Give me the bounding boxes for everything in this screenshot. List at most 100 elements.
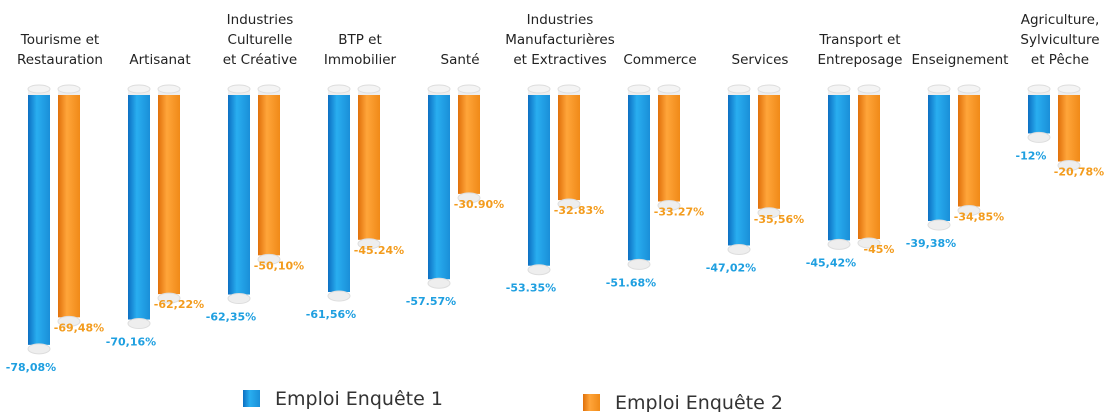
legend-swatch — [583, 394, 600, 411]
bar-base — [357, 238, 381, 250]
value-label: -62,35% — [206, 311, 256, 324]
bar-cap — [227, 84, 251, 94]
bar — [28, 95, 50, 345]
value-label: -69,48% — [54, 321, 104, 334]
value-label: -33.27% — [654, 205, 704, 218]
bar — [228, 95, 250, 295]
value-label: -12% — [1016, 149, 1047, 162]
bar-cap — [327, 84, 351, 94]
x-tick-label: BTP et Immobilier — [323, 32, 397, 68]
bar-base — [327, 290, 351, 302]
bar-base — [527, 264, 551, 276]
bar-cap — [557, 84, 581, 94]
value-label: -78,08% — [6, 361, 56, 374]
legend-label: Emploi Enquête 1 — [275, 388, 443, 410]
bar — [58, 95, 80, 318]
bar-base — [957, 205, 981, 217]
bar-cap — [957, 84, 981, 94]
bar — [858, 95, 880, 239]
x-tick-label: Transport et Entreposage — [817, 32, 903, 68]
value-label: -47,02% — [706, 261, 756, 274]
bar — [658, 95, 680, 202]
bar — [958, 95, 980, 207]
bar-base — [827, 238, 851, 250]
bar-cap — [257, 84, 281, 94]
bar — [758, 95, 780, 209]
bar-base — [1057, 159, 1081, 171]
bar — [428, 95, 450, 280]
bar-base — [127, 318, 151, 330]
bar — [528, 95, 550, 266]
bar-base — [1027, 131, 1051, 143]
value-label: -20,78% — [1054, 165, 1104, 178]
bar-base — [27, 343, 51, 355]
bar — [728, 95, 750, 246]
value-label: -34,85% — [954, 211, 1004, 224]
value-label: -70,16% — [106, 336, 156, 349]
bar-base — [457, 192, 481, 204]
bar-base — [627, 258, 651, 270]
bar-cap — [657, 84, 681, 94]
value-label: -57.57% — [406, 295, 456, 308]
bar-cap — [1057, 84, 1081, 94]
bar-base — [427, 277, 451, 289]
value-label: -61,56% — [306, 308, 356, 321]
bar-base — [157, 292, 181, 304]
bar-cap — [57, 84, 81, 94]
bar-cap — [427, 84, 451, 94]
bar — [458, 95, 480, 194]
bar — [928, 95, 950, 222]
bar — [1058, 95, 1080, 162]
bar-base — [257, 253, 281, 265]
bar-cap — [527, 84, 551, 94]
bar-cap — [757, 84, 781, 94]
x-tick-label: Industries Culturelle et Créative — [222, 12, 298, 68]
legend-swatch — [243, 390, 260, 407]
value-label: -35,56% — [754, 213, 804, 226]
bar-cap — [727, 84, 751, 94]
bar-cap — [27, 84, 51, 94]
bar-base — [657, 199, 681, 211]
bar-cap — [157, 84, 181, 94]
bar-cap — [457, 84, 481, 94]
bar — [328, 95, 350, 292]
value-label: -30.90% — [454, 198, 504, 211]
bar-base — [857, 237, 881, 249]
bar-cap — [927, 84, 951, 94]
bar-cap — [627, 84, 651, 94]
x-tick-label: Artisanat — [129, 52, 191, 68]
x-tick-label: Enseignement — [911, 52, 1009, 68]
value-label: -62,22% — [154, 298, 204, 311]
value-label: -39,38% — [906, 237, 956, 250]
bar — [158, 95, 180, 295]
value-label: -51.68% — [606, 276, 656, 289]
x-tick-label: Agriculture, Sylviculture et Pêche — [1020, 12, 1100, 68]
bar-base — [227, 293, 251, 305]
value-label: -32.83% — [554, 204, 604, 217]
value-label: -45% — [864, 243, 895, 256]
bar-base — [557, 198, 581, 210]
bar — [628, 95, 650, 261]
bar — [358, 95, 380, 240]
x-tick-label: Commerce — [623, 52, 697, 68]
x-tick-label: Services — [731, 52, 789, 68]
bar-cap — [127, 84, 151, 94]
value-label: -45.24% — [354, 244, 404, 257]
bar-base — [57, 315, 81, 327]
x-tick-label: Tourisme et Restauration — [17, 32, 103, 68]
x-tick-label: Industries Manufacturières et Extractive… — [505, 12, 615, 68]
bar-base — [757, 207, 781, 219]
bar-base — [727, 243, 751, 255]
bar — [558, 95, 580, 201]
bar-cap — [857, 84, 881, 94]
value-label: -45,42% — [806, 256, 856, 269]
bar-base — [927, 219, 951, 231]
bar — [1028, 95, 1050, 134]
bar-cap — [1027, 84, 1051, 94]
bar-cap — [827, 84, 851, 94]
bar — [828, 95, 850, 241]
value-label: -53.35% — [506, 282, 556, 295]
bar-cap — [357, 84, 381, 94]
